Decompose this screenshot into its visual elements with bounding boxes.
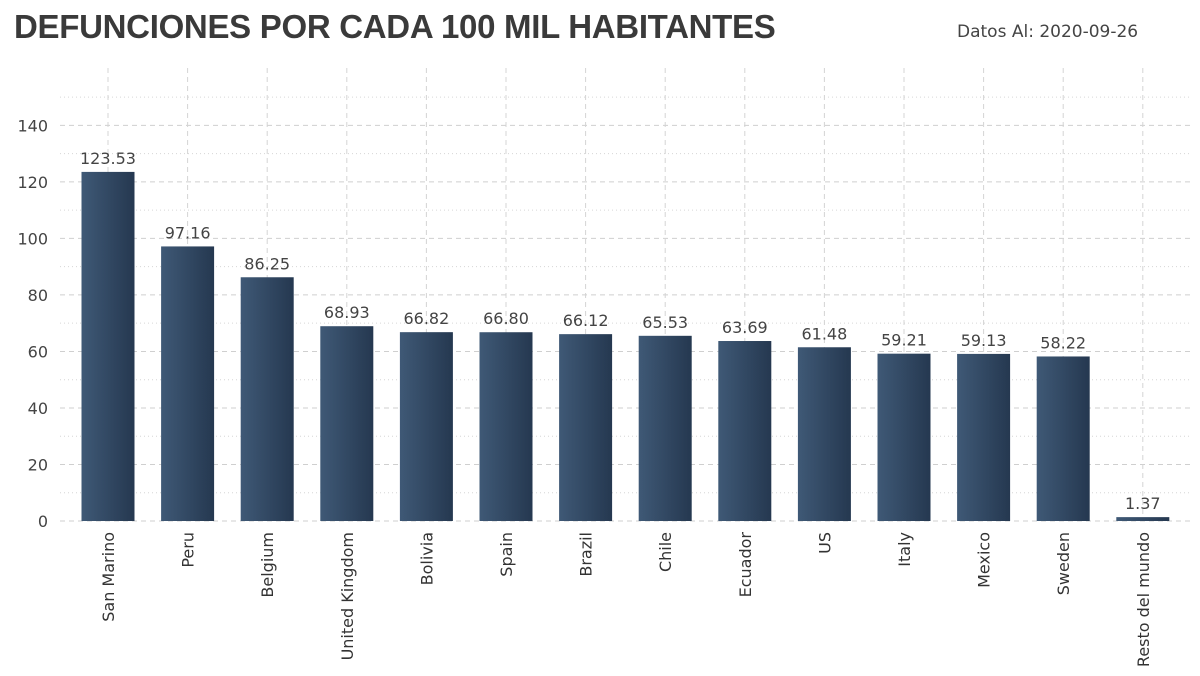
y-axis: 0 20 40 60 80 100 120 140: [17, 116, 48, 531]
value-label: 58.22: [1040, 333, 1086, 352]
value-labels: 123.53 97.16 86.25 68.93 66.82 66.80 66.12 65.5…: [80, 149, 1161, 513]
data-date-prefix: Datos Al:: [957, 22, 1034, 42]
x-category-label: Sweden: [1054, 532, 1073, 595]
bar-san-marino: [81, 171, 135, 521]
y-tick-label: 120: [17, 173, 48, 192]
chart-title: DEFUNCIONES POR CADA 100 MIL HABITANTES: [14, 8, 776, 45]
y-tick-label: 80: [28, 286, 48, 305]
data-date: Datos Al: 2020-09-26: [957, 22, 1138, 42]
value-label: 68.93: [324, 303, 370, 322]
bar-united-kingdom: [320, 326, 374, 521]
bar-chile: [638, 335, 692, 521]
value-label: 59.21: [881, 331, 927, 350]
value-label: 66.82: [403, 309, 449, 328]
bar-sweden: [1036, 356, 1090, 521]
x-category-label: Spain: [497, 532, 516, 577]
x-category-label: Belgium: [258, 532, 277, 598]
value-label: 123.53: [80, 149, 136, 168]
x-category-label: Brazil: [577, 532, 596, 577]
x-category-label: United Kingdom: [338, 532, 357, 660]
x-category-label: Chile: [656, 532, 675, 572]
y-tick-label: 20: [28, 455, 48, 474]
value-label: 59.13: [961, 331, 1007, 350]
grid-lines: [60, 68, 1192, 522]
y-tick-label: 0: [38, 512, 48, 531]
x-category-label: Italy: [895, 532, 914, 567]
x-category-label: Bolivia: [417, 532, 436, 585]
value-label: 1.37: [1125, 494, 1161, 513]
value-label: 66.80: [483, 309, 529, 328]
bar-us: [797, 347, 851, 521]
bar-bolivia: [399, 332, 453, 521]
x-category-label: US: [815, 532, 834, 554]
x-category-label: San Marino: [99, 532, 118, 622]
value-label: 86.25: [244, 254, 290, 273]
y-tick-label: 100: [17, 229, 48, 248]
bar-belgium: [240, 277, 294, 521]
value-label: 63.69: [722, 318, 768, 337]
value-label: 65.53: [642, 313, 688, 332]
bar-brazil: [559, 334, 613, 521]
bar-spain: [479, 332, 533, 521]
data-date-value: 2020-09-26: [1039, 22, 1139, 42]
bars: [81, 171, 1170, 521]
y-tick-label: 140: [17, 116, 48, 135]
bar-mexico: [957, 353, 1011, 521]
y-tick-label: 40: [28, 399, 48, 418]
x-category-label: Peru: [179, 532, 198, 568]
bar-italy: [877, 353, 931, 521]
y-tick-label: 60: [28, 342, 48, 361]
x-category-label: Resto del mundo: [1134, 532, 1153, 667]
value-label: 66.12: [563, 311, 609, 330]
x-category-label: Mexico: [975, 532, 994, 588]
x-category-label: Ecuador: [736, 532, 755, 598]
bar-peru: [161, 246, 215, 521]
value-label: 61.48: [801, 324, 847, 343]
bar-ecuador: [718, 341, 772, 521]
bar-resto-del-mundo: [1116, 517, 1170, 521]
x-axis: San Marino Peru Belgium United Kingdom Boliv…: [99, 532, 1153, 668]
value-label: 97.16: [165, 223, 211, 242]
